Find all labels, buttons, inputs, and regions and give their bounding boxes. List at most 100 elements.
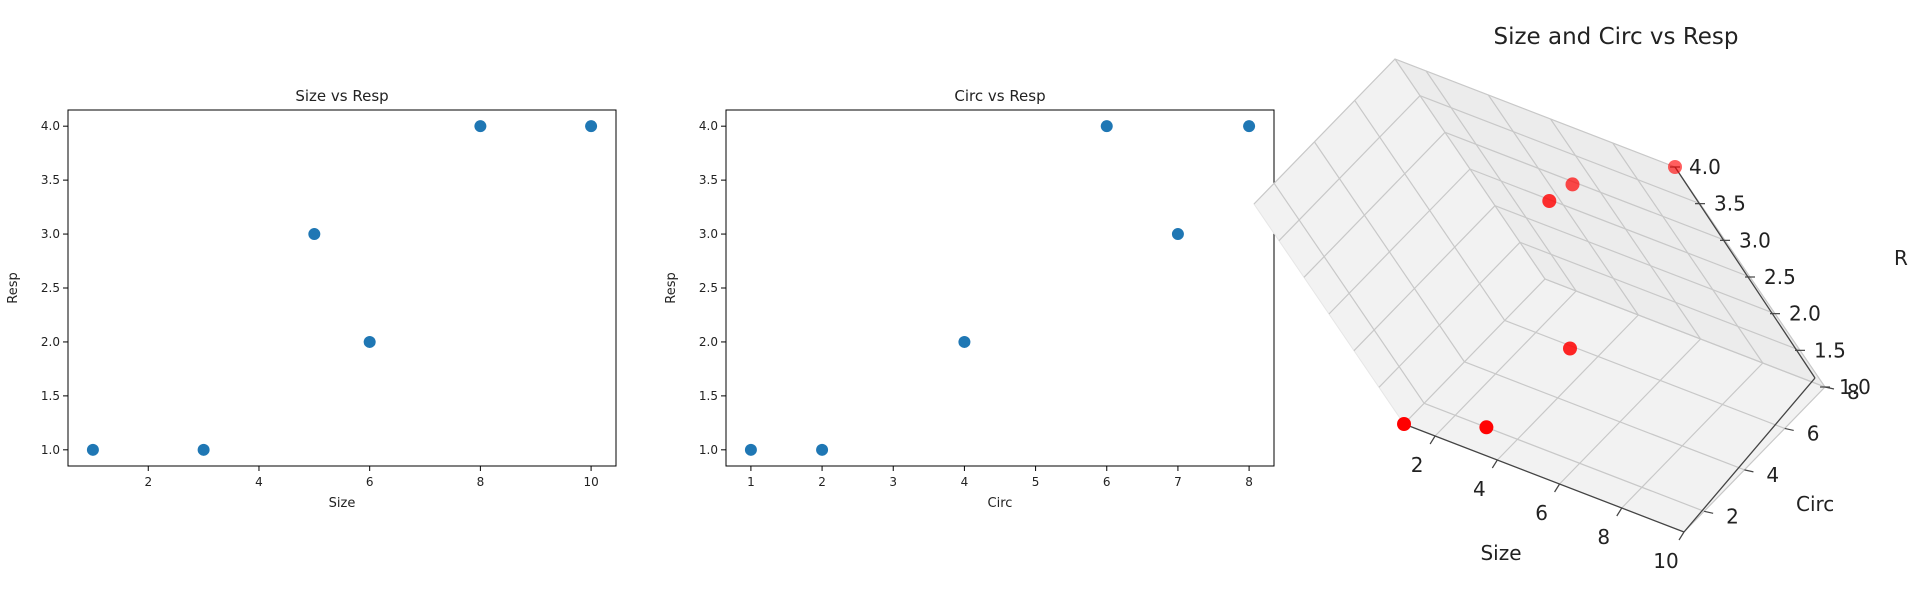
x-tick-label: 2 (818, 475, 826, 489)
wall-gridline (1469, 168, 1751, 278)
wall-gridline (1544, 278, 1826, 388)
y-tick-label: 2.5 (699, 281, 718, 295)
z-tick-label: 1.0 (1839, 375, 1871, 399)
y-tick-label: 3.5 (41, 173, 60, 187)
scatter-panel-1: 2 4 6 8 10 1.0 1.5 2.0 2.5 3.0 3.5 4.0 Size vs Resp S… (6, 87, 617, 511)
wall-gridline (1419, 95, 1701, 205)
wall-gridline (1253, 58, 1396, 205)
x-tick-mark (1678, 531, 1685, 541)
data-point (474, 120, 487, 133)
x-tick-mark (1616, 507, 1623, 517)
y-tick-label: 4.0 (41, 119, 60, 133)
plot-frame (67, 109, 617, 467)
wall-gridline (1378, 241, 1521, 388)
x-tick-label: 6 (366, 475, 374, 489)
x-axis-label: Size (329, 496, 356, 511)
scatter-panel-2: 1 2 3 4 5 6 7 8 1.0 1.5 2.0 2.5 3.0 3.5 4.0 Circ vs Res… (664, 87, 1275, 511)
data-point (1243, 120, 1256, 133)
x-tick-label: 6 (1103, 475, 1111, 489)
z-tick-label: 1.5 (1814, 338, 1846, 362)
x-tick-label: 5 (1032, 475, 1040, 489)
wall-gridline (1394, 58, 1676, 168)
data-point (585, 120, 598, 133)
chart-title: Size and Circ vs Resp (1493, 24, 1738, 50)
floor-gridline (1423, 402, 1705, 512)
z-tick-label: 4.0 (1689, 155, 1721, 179)
floor-gridline (1683, 386, 1826, 533)
x-tick-label: 10 (583, 475, 598, 489)
y-tick-label: 1.5 (41, 389, 60, 403)
y-axis-label: Resp (6, 272, 21, 303)
x-tick-label: 2 (144, 475, 152, 489)
y-tick-label: 1.5 (699, 389, 718, 403)
data-point (1100, 120, 1113, 133)
floor-gridline (1434, 290, 1577, 437)
x-tick-label: 4 (255, 475, 263, 489)
x-tick-label: 4 (961, 475, 969, 489)
data-point (1668, 160, 1682, 174)
y-tick-label: 3.0 (41, 227, 60, 241)
x-axis-label: Circ (988, 496, 1013, 511)
y-tick-label: 6 (1807, 421, 1820, 445)
y-tick-label: 4 (1766, 463, 1779, 487)
data-point (816, 443, 829, 456)
wall-gridline (1353, 205, 1496, 352)
data-point (1542, 194, 1557, 208)
x-tick-label: 1 (747, 475, 755, 489)
wall-gridline (1403, 278, 1546, 425)
wall-gridline (1444, 131, 1726, 241)
y-tick-mark (1784, 427, 1794, 432)
wall-gridline (1328, 168, 1471, 315)
y-tick-label: 4.0 (699, 119, 718, 133)
y-tick-label: 2 (1726, 504, 1739, 528)
chart-title: Circ vs Resp (954, 87, 1045, 105)
x-axis-label: Size (1480, 541, 1521, 565)
data-point (958, 335, 971, 348)
y-tick-mark (1744, 469, 1754, 473)
x-tick-label: 4 (1473, 477, 1486, 501)
x-tick-label: 8 (1245, 475, 1253, 489)
wall-gridline (1278, 95, 1421, 242)
x-tick-label: 7 (1174, 475, 1182, 489)
x-tick-label: 2 (1411, 453, 1424, 477)
wall-gridline (1494, 205, 1776, 315)
x-tick-label: 6 (1535, 501, 1548, 525)
floor-gridline (1559, 338, 1701, 485)
chart-title: Size vs Resp (295, 87, 388, 105)
wall-gridline (1303, 131, 1446, 278)
y-tick-label: 2.0 (699, 335, 718, 349)
z-tick-label: 3.5 (1714, 192, 1746, 216)
floor-gridline (1504, 319, 1785, 429)
data-point (744, 443, 757, 456)
floor-gridline (1496, 314, 1639, 461)
y-tick-label: 2.5 (41, 281, 60, 295)
data-point (308, 228, 321, 241)
data-point (363, 335, 376, 348)
y-tick-label: 3.5 (699, 173, 718, 187)
data-point (1479, 420, 1494, 435)
x-tick-label: 10 (1653, 549, 1678, 573)
x-tick-label: 3 (889, 475, 897, 489)
y-axis-label: Circ (1796, 492, 1834, 516)
data-point (1563, 341, 1577, 356)
y-tick-label: 8 (1847, 380, 1860, 404)
z-axis-line (1674, 166, 1816, 379)
floor-gridline (1464, 361, 1745, 471)
z-tick-label: 3.0 (1739, 228, 1771, 252)
z-axis-label: R (1894, 246, 1908, 270)
x-axis-line (1403, 423, 1685, 533)
wall-gridline (1519, 241, 1801, 351)
data-point (1565, 177, 1580, 192)
data-point (197, 443, 210, 456)
y-tick-label: 3.0 (699, 227, 718, 241)
y-axis-line (1683, 377, 1816, 533)
y-tick-label: 1.0 (41, 443, 60, 457)
z-tick-label: 2.5 (1764, 265, 1796, 289)
x-tick-label: 8 (477, 475, 485, 489)
y-tick-label: 2.0 (41, 335, 60, 349)
x-tick-mark (1429, 435, 1436, 445)
y-axis-label: Resp (664, 272, 679, 303)
y-tick-label: 1.0 (699, 443, 718, 457)
